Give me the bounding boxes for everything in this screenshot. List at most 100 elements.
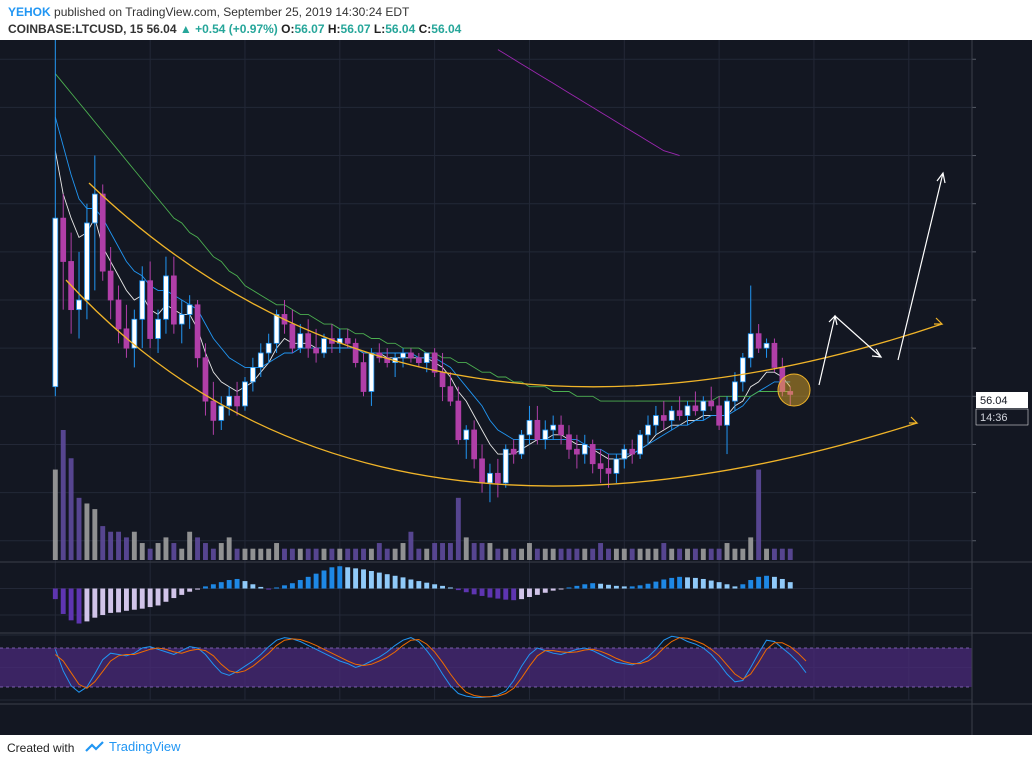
volume-bar: [187, 531, 193, 560]
histogram-bar: [179, 588, 185, 595]
candle-body: [629, 448, 636, 455]
histogram-bar: [321, 570, 327, 589]
histogram-bar: [732, 586, 738, 589]
volume-bar: [519, 548, 525, 560]
volume-bar: [606, 548, 611, 560]
candle-body: [518, 434, 525, 455]
histogram-bar: [677, 576, 683, 589]
candle-body: [676, 410, 683, 416]
volume-bar: [700, 548, 706, 560]
candle-body: [455, 400, 462, 441]
candle-body: [739, 357, 746, 383]
volume-bar: [337, 548, 343, 560]
close-value: 56.04: [431, 22, 462, 36]
histogram-bar: [621, 586, 627, 589]
moving-average-line: [54, 73, 791, 402]
candle-body: [115, 299, 122, 330]
histogram-bar: [613, 585, 619, 589]
lower-curve-annotation: [65, 279, 918, 487]
histogram-bar: [68, 588, 74, 621]
candle-body: [550, 424, 557, 431]
volume-bar: [234, 548, 240, 560]
volume-bar: [787, 548, 793, 560]
chart-svg[interactable]: 56.04 14:36: [0, 40, 1032, 735]
histogram-bar: [637, 585, 643, 589]
candle-body: [210, 400, 217, 421]
candle-body: [234, 395, 240, 407]
candle-body: [344, 338, 351, 344]
candle-body: [242, 381, 248, 407]
histogram-bar: [195, 588, 201, 590]
candle-body: [218, 405, 225, 421]
histogram-bar: [108, 588, 114, 613]
histogram-bar: [519, 588, 525, 600]
stochastic-band: [0, 648, 972, 687]
volume-bar: [250, 548, 256, 560]
chart-background: [0, 40, 1032, 735]
histogram-bar: [100, 588, 106, 616]
volume-bar: [447, 543, 453, 560]
candle-body: [186, 304, 193, 315]
histogram-bar: [471, 588, 477, 595]
volume-bar: [598, 543, 604, 560]
volume-bar: [361, 548, 366, 560]
volume-bar: [163, 537, 169, 560]
author-name[interactable]: YEHOK: [8, 5, 51, 19]
histogram-bar: [171, 588, 177, 599]
candle-body: [447, 386, 454, 402]
stochastic-panel: [0, 635, 972, 698]
candle-body: [502, 448, 509, 484]
volume-bar: [203, 543, 208, 560]
histogram-bar: [155, 588, 161, 606]
candle-body: [171, 275, 177, 325]
volume-bar: [289, 548, 295, 560]
volume-bars: [52, 430, 793, 560]
candle-body: [471, 429, 477, 460]
volume-bar: [527, 543, 532, 560]
stochastic-line: [54, 635, 807, 698]
histogram-bar: [52, 588, 58, 600]
volume-bar: [400, 543, 406, 560]
candle-body: [265, 342, 272, 354]
histogram-bar: [661, 579, 667, 589]
candle-body: [645, 424, 651, 436]
tradingview-logo[interactable]: TradingView: [84, 739, 181, 754]
volume-bar: [621, 548, 627, 560]
candle-body: [408, 352, 414, 359]
candle-body: [708, 400, 715, 407]
volume-bar: [629, 548, 635, 560]
volume-bar: [432, 543, 438, 560]
histogram-bar: [242, 581, 248, 589]
histogram-bar: [313, 573, 319, 589]
histogram-bar: [653, 581, 659, 589]
volume-bar: [677, 548, 683, 560]
candle-body: [716, 405, 722, 426]
candle-body: [660, 415, 667, 421]
chart-header: YEHOK published on TradingView.com, Sept…: [0, 0, 1032, 40]
volume-bar: [297, 548, 303, 560]
price-axis[interactable]: [972, 58, 976, 542]
candle-body: [131, 318, 138, 349]
high-value: 56.07: [340, 22, 371, 36]
countdown-badge-text: 14:36: [980, 412, 1008, 424]
volume-bar: [424, 548, 430, 560]
high-label: H:: [327, 22, 341, 36]
histogram-bar: [629, 586, 635, 589]
volume-bar: [313, 548, 319, 560]
histogram-bar: [708, 580, 714, 589]
volume-bar: [685, 548, 690, 560]
volume-bar: [669, 548, 675, 560]
histogram-bar: [463, 588, 469, 593]
arrowhead-icon: [934, 317, 944, 325]
chart-area[interactable]: 56.04 14:36: [0, 40, 1032, 735]
histogram-bar: [787, 582, 793, 589]
candle-body: [107, 270, 114, 301]
volume-bar: [392, 548, 398, 560]
histogram-bar: [764, 575, 769, 589]
volume-bar: [218, 543, 224, 560]
histogram-bar: [368, 571, 374, 589]
volume-bar: [116, 531, 121, 560]
histogram-bar: [226, 580, 232, 589]
candle-body: [52, 217, 59, 388]
histogram-bar: [297, 580, 303, 589]
